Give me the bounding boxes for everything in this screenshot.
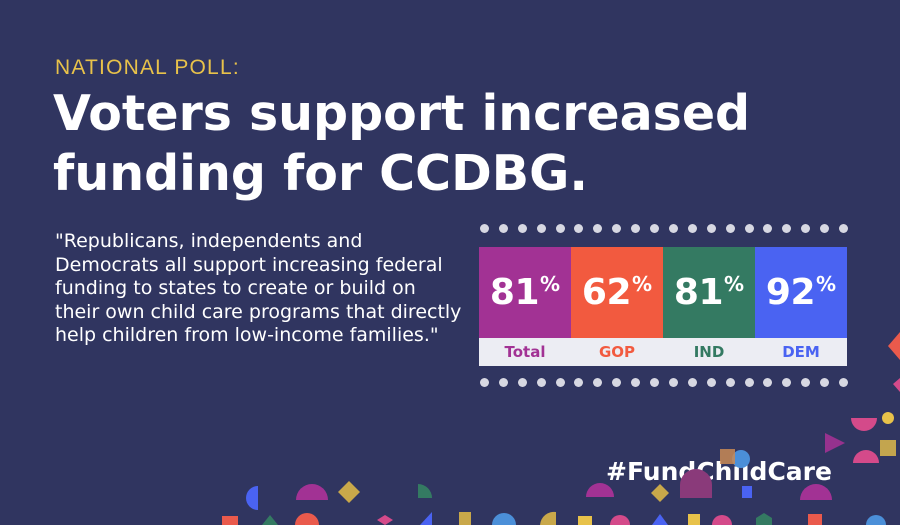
confetti-shape (459, 512, 471, 525)
dot (725, 224, 735, 233)
confetti-shape (420, 512, 432, 525)
dot (536, 378, 546, 387)
kicker-label: NATIONAL POLL: (55, 56, 240, 79)
confetti-shape (853, 450, 879, 463)
dotted-rule-top (480, 224, 848, 234)
dot (574, 224, 584, 233)
dot (480, 378, 489, 387)
dot (593, 378, 603, 387)
confetti-shape (222, 516, 238, 525)
dot (498, 378, 508, 387)
confetti-shape (418, 484, 432, 498)
dot (744, 224, 754, 233)
confetti-shape (540, 511, 556, 525)
confetti-shape (800, 484, 832, 500)
dotted-rule-bottom (480, 378, 848, 388)
confetti-shape (888, 332, 900, 360)
dot (517, 224, 527, 233)
dot (801, 224, 811, 233)
dot (782, 224, 792, 233)
dot (820, 224, 830, 233)
dot (839, 378, 848, 387)
confetti-shape (688, 514, 700, 525)
confetti-shape (492, 513, 516, 525)
dot (498, 224, 508, 233)
bar-value-unit: % (540, 271, 561, 296)
support-bar-chart: 81% Total 62% GOP 81% IND 92% DEM (479, 247, 847, 366)
dot (631, 378, 641, 387)
confetti-shape (651, 484, 669, 502)
dot (480, 224, 489, 233)
dot (801, 378, 811, 387)
dot (706, 224, 716, 233)
dot (687, 378, 697, 387)
dot (555, 378, 565, 387)
confetti-shape (756, 513, 772, 525)
confetti-shape (296, 484, 328, 500)
category-label-total: Total (504, 343, 546, 361)
bar-gop: 62% (571, 247, 663, 338)
bar-value-unit: % (632, 271, 653, 296)
bar-value: 92 (765, 272, 816, 313)
confetti-shape (680, 469, 712, 498)
dot (536, 224, 546, 233)
dot (763, 224, 773, 233)
bar-value-unit: % (724, 271, 745, 296)
confetti-shape (825, 433, 845, 453)
dot (612, 378, 622, 387)
category-label-dem: DEM (782, 343, 820, 361)
dot (555, 224, 565, 233)
dot (725, 378, 735, 387)
confetti-shape (295, 513, 319, 525)
bar-ind: 81% (663, 247, 755, 338)
dot (839, 224, 848, 233)
hashtag: #FundChildCare (606, 457, 832, 486)
confetti-shape (882, 412, 894, 424)
dot (668, 224, 678, 233)
dot (517, 378, 527, 387)
confetti-shape (742, 486, 752, 498)
confetti-shape (880, 440, 896, 456)
dot (650, 224, 660, 233)
confetti-shape (732, 450, 750, 468)
confetti-shape (586, 483, 614, 497)
bar-value: 81 (673, 272, 724, 313)
bar-value: 62 (581, 272, 632, 313)
dot (820, 378, 830, 387)
confetti-shape (808, 514, 822, 525)
confetti-shape (262, 515, 278, 525)
dot (593, 224, 603, 233)
dot (744, 378, 754, 387)
dot (782, 378, 792, 387)
category-label-ind: IND (693, 343, 725, 361)
confetti-shape (578, 516, 592, 525)
dot (631, 224, 641, 233)
bar-value: 81 (489, 272, 540, 313)
dot (706, 378, 716, 387)
confetti-shape (377, 515, 393, 525)
confetti-shape (893, 378, 900, 392)
category-label-strip (479, 338, 847, 366)
confetti-shape (610, 515, 630, 525)
confetti-shape (866, 515, 886, 525)
bar-value-unit: % (816, 271, 837, 296)
confetti-shape (246, 486, 258, 510)
headline: Voters support increased funding for CCD… (53, 85, 751, 202)
confetti-shape (338, 481, 360, 503)
bar-dem: 92% (755, 247, 847, 338)
dot (668, 378, 678, 387)
bar-total: 81% (479, 247, 571, 338)
confetti-shape (712, 515, 732, 525)
confetti-shape (652, 514, 668, 525)
category-label-gop: GOP (598, 343, 636, 361)
confetti-shape (851, 418, 877, 431)
dot (687, 224, 697, 233)
confetti-shape (720, 449, 735, 464)
dot (763, 378, 773, 387)
dot (650, 378, 660, 387)
dot (574, 378, 584, 387)
poll-quote: "Republicans, independents and Democrats… (55, 230, 462, 347)
dot (612, 224, 622, 233)
